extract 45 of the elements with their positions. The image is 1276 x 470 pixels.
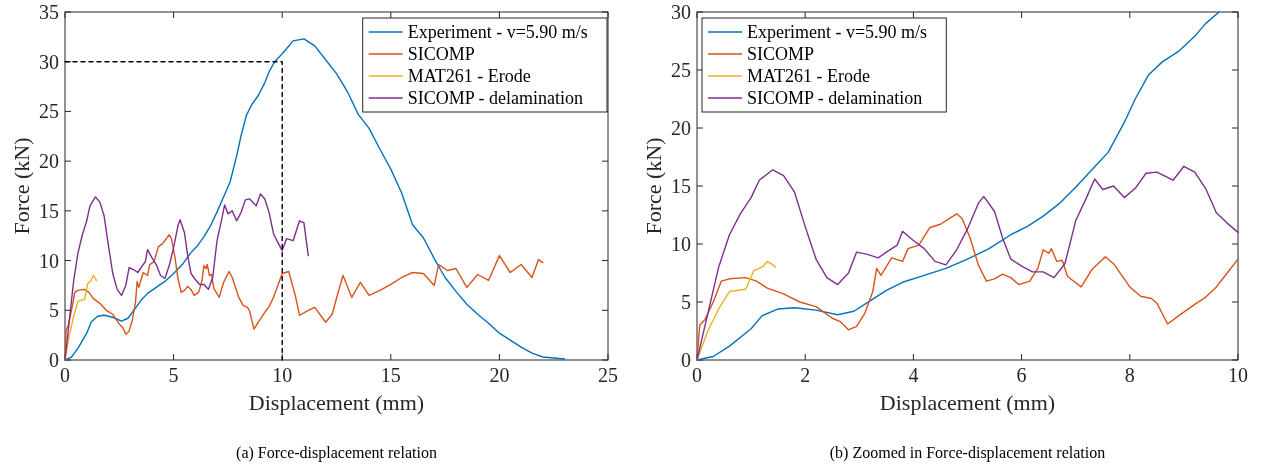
- y-tick-label: 35: [39, 1, 59, 23]
- y-axis-title: Force (kN): [9, 137, 34, 235]
- legend-label: Experiment - v=5.90 m/s: [747, 22, 928, 43]
- text: (b) Zoomed in Force-displacement relation: [829, 444, 1106, 462]
- y-tick-label: 5: [681, 291, 691, 313]
- line-series: [696, 165, 1239, 361]
- legend-label: SICOMP: [747, 44, 815, 65]
- x-tick-label: 2: [800, 364, 811, 386]
- line-series: [64, 234, 544, 361]
- x-tick-label: 10: [272, 364, 293, 386]
- legend-label: MAT261 - Erode: [407, 66, 531, 87]
- y-tick-label: 15: [39, 199, 59, 222]
- y-tick-label: 20: [39, 150, 59, 173]
- x-tick-label: 15: [380, 364, 401, 386]
- x-tick-label: 6: [1016, 364, 1027, 386]
- x-tick-label: 4: [908, 364, 919, 386]
- y-tick-label: 30: [39, 50, 59, 73]
- legend-label: Experiment - v=5.90 m/s: [407, 22, 588, 43]
- y-tick-label: 10: [671, 233, 691, 255]
- x-tick-label: 5: [168, 364, 179, 386]
- x-axis-title: Displacement (mm): [879, 390, 1056, 415]
- line-series: [64, 193, 309, 361]
- x-tick-label: 20: [489, 364, 510, 386]
- x-axis-title: Displacement (mm): [248, 390, 425, 415]
- y-tick-label: 20: [671, 117, 691, 139]
- y-tick-label: 10: [39, 249, 59, 272]
- x-tick-label: 10: [1228, 364, 1248, 386]
- line-series: [696, 213, 1239, 361]
- legend-label: SICOMP: [407, 44, 475, 65]
- y-tick-label: 0: [49, 349, 59, 371]
- y-axis-title: Force (kN): [641, 137, 666, 235]
- x-tick-label: 8: [1124, 364, 1135, 386]
- y-tick-label: 5: [49, 299, 59, 322]
- y-tick-label: 15: [671, 175, 691, 197]
- legend-label: SICOMP - delamination: [747, 88, 923, 109]
- y-tick-label: 25: [671, 59, 691, 81]
- y-tick-label: 25: [39, 100, 59, 123]
- line-series: [696, 11, 1220, 361]
- x-tick-label: 25: [598, 364, 618, 386]
- text: (a) Force-displacement relation: [236, 444, 437, 462]
- y-tick-label: 30: [671, 1, 691, 23]
- line-series: [696, 260, 777, 361]
- y-tick-label: 0: [681, 349, 691, 371]
- legend-label: SICOMP - delamination: [407, 88, 584, 109]
- legend-label: MAT261 - Erode: [747, 66, 870, 87]
